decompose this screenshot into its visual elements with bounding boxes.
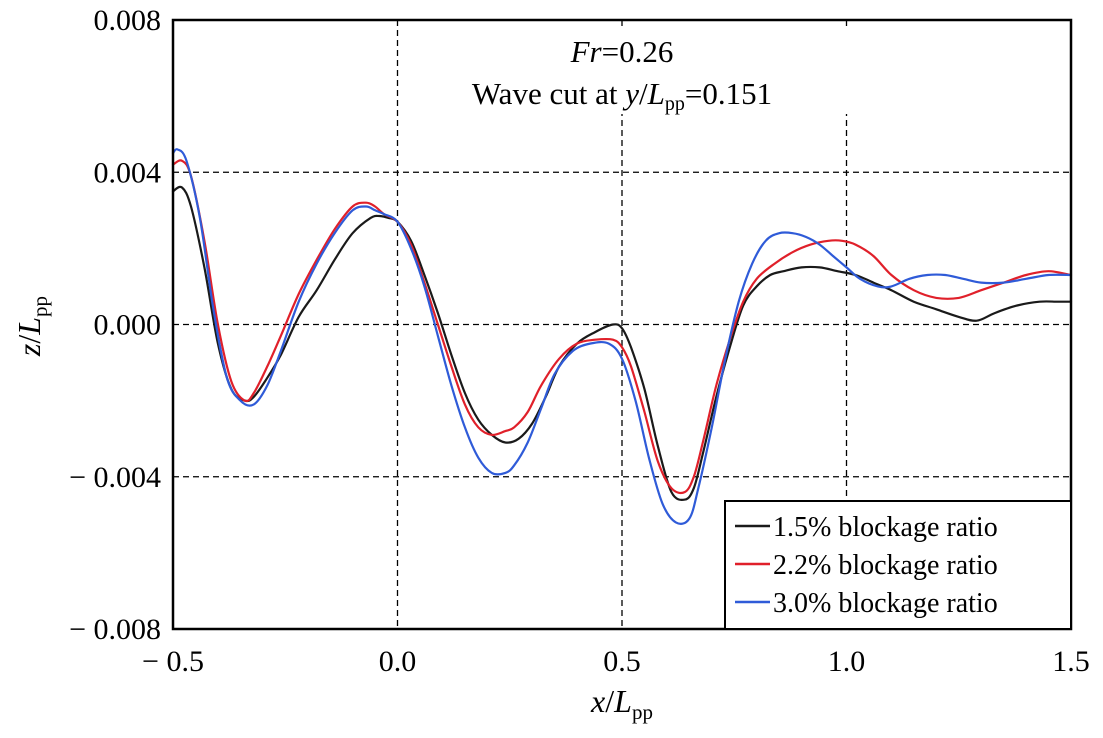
x-tick-label: 0.5 <box>603 645 641 678</box>
annotation-background <box>438 30 850 114</box>
grid-lines <box>173 20 1071 629</box>
series-line-1 <box>171 185 1073 502</box>
x-tick-label: 1.0 <box>828 645 866 678</box>
x-axis-label-var: x <box>590 683 605 719</box>
y-tick-label: 0.004 <box>94 156 162 189</box>
annotation-wave-cut-var: y <box>622 76 639 111</box>
legend-label-1: 1.5% blockage ratio <box>773 512 998 543</box>
y-axis-label-var: z <box>11 343 47 357</box>
annotation-wave-cut-L: L <box>647 76 665 111</box>
annotation-wave-cut: Wave cut at y/Lpp=0.151 <box>472 76 772 115</box>
y-axis-label-slash: / <box>11 335 47 344</box>
x-axis-label-slash: / <box>605 683 614 719</box>
legend-box <box>724 500 1072 630</box>
x-tick-label: 0.0 <box>379 645 417 678</box>
y-tick-label: − 0.008 <box>69 613 161 646</box>
series-line-2 <box>171 159 1073 495</box>
annotation-wave-cut-sub: pp <box>665 93 685 115</box>
y-tick-label: − 0.004 <box>69 461 161 494</box>
x-axis-label: x/Lpp <box>590 683 653 724</box>
annotation-wave-cut-slash: / <box>639 76 648 111</box>
annotation-wave-cut-prefix: Wave cut at <box>472 76 625 111</box>
x-tick-label: − 0.5 <box>142 645 204 678</box>
legend-entries: 1.5% blockage ratio 2.2% blockage ratio 3.… <box>735 512 998 619</box>
legend-label-2: 2.2% blockage ratio <box>773 550 998 581</box>
y-axis-label: z/Lpp <box>11 296 52 357</box>
legend: 1.5% blockage ratio 2.2% blockage ratio 3.… <box>724 500 1072 630</box>
y-tick-label: 0.000 <box>94 309 162 342</box>
series-line-3 <box>171 148 1073 525</box>
x-axis-label-L: L <box>613 683 632 719</box>
x-tick-label: 1.5 <box>1052 645 1090 678</box>
annotation-froude-value: =0.26 <box>602 34 674 69</box>
annotation-wave-cut-value: =0.151 <box>685 76 772 111</box>
annotation-froude-symbol: Fr <box>570 34 603 69</box>
y-axis-label-L: L <box>11 317 47 336</box>
chart-annotation: Fr=0.26 Wave cut at y/Lpp=0.151 <box>438 30 850 115</box>
plot-frame <box>171 18 1073 631</box>
y-axis-label-sub: pp <box>28 296 52 317</box>
legend-label-3: 3.0% blockage ratio <box>773 588 998 619</box>
series-lines <box>171 148 1073 525</box>
x-axis-label-sub: pp <box>632 700 653 724</box>
axis-ticks: − 0.5 0.0 0.5 1.0 1.5 0.008 0.004 0.000 − 0.004 −… <box>69 4 1090 678</box>
annotation-froude: Fr=0.26 <box>570 34 674 69</box>
y-tick-label: 0.008 <box>94 4 162 37</box>
